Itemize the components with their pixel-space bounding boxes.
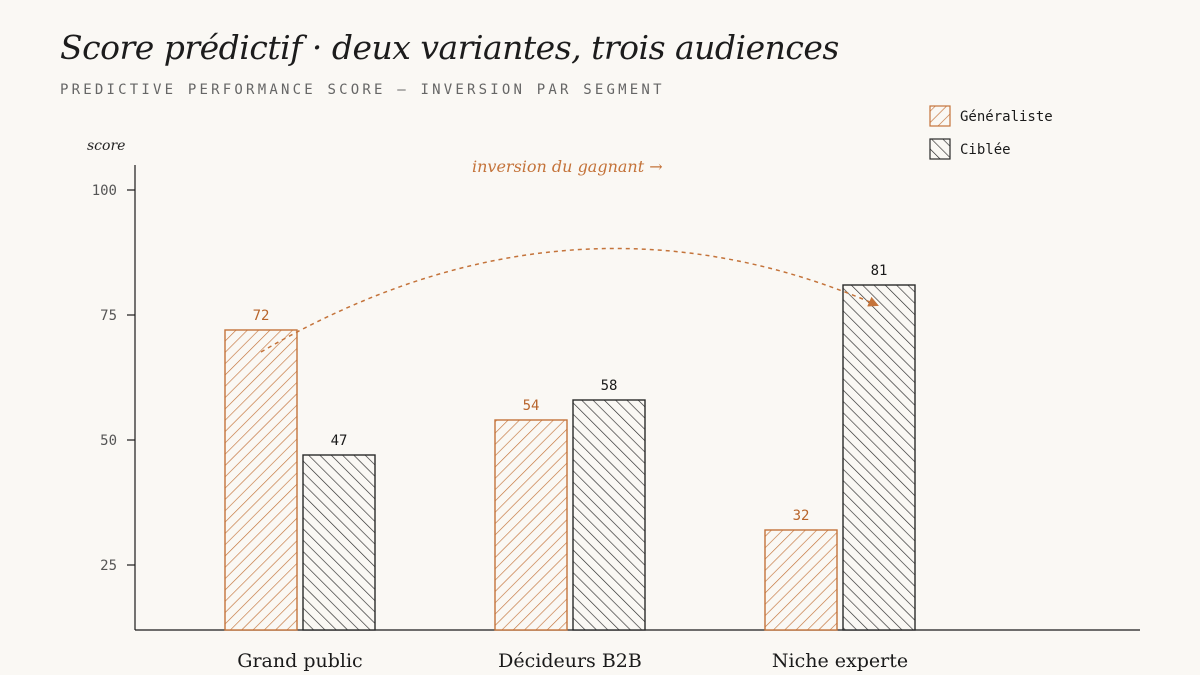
- bar-generaliste: [494, 419, 568, 631]
- annotation-label: inversion du gagnant →: [472, 157, 663, 176]
- category-label: Grand public: [237, 650, 362, 672]
- category-label: Décideurs B2B: [498, 650, 642, 672]
- value-label-generaliste: 54: [523, 398, 540, 414]
- chart-title: Score prédictif · deux variantes, trois …: [60, 28, 839, 67]
- value-label-generaliste: 32: [793, 508, 810, 524]
- category-labels: Grand public Décideurs B2B Niche experte: [237, 650, 908, 672]
- annotation-arrow: [260, 247, 879, 353]
- y-tick-label: 50: [100, 433, 117, 449]
- bar-ciblee: [302, 454, 376, 631]
- y-tick-label: 25: [100, 558, 117, 574]
- legend-label-ciblee: Ciblée: [960, 142, 1011, 158]
- value-label-ciblee: 47: [331, 433, 348, 449]
- y-axis-label: score: [87, 138, 125, 154]
- bar-generaliste: [764, 529, 838, 631]
- value-label-ciblee: 58: [601, 378, 618, 394]
- value-label-ciblee: 81: [871, 263, 888, 279]
- value-label-generaliste: 72: [253, 308, 270, 324]
- legend-swatch-generaliste: [929, 105, 951, 127]
- value-labels: 72 47 54 58 32 81: [253, 263, 888, 524]
- bar-generaliste: [224, 329, 298, 631]
- bar-ciblee: [842, 284, 916, 631]
- category-label: Niche experte: [772, 650, 908, 672]
- chart-subtitle: PREDICTIVE PERFORMANCE SCORE — INVERSION…: [60, 82, 665, 98]
- legend-swatch-ciblee: [929, 138, 951, 160]
- y-tick-label: 75: [100, 308, 117, 324]
- legend-label-generaliste: Généraliste: [960, 109, 1053, 125]
- bars: [224, 284, 916, 631]
- y-ticks: 25 50 75 100: [92, 183, 135, 574]
- y-tick-label: 100: [92, 183, 117, 199]
- bar-ciblee: [572, 399, 646, 631]
- legend: Généraliste Ciblée: [929, 105, 1053, 160]
